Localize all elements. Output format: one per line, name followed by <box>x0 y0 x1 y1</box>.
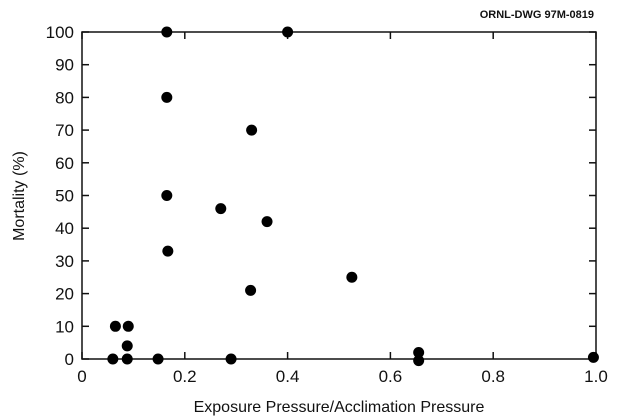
data-point <box>161 26 173 38</box>
data-points <box>107 26 599 367</box>
data-point <box>225 353 237 365</box>
data-point <box>107 353 119 365</box>
y-tick-label: 80 <box>55 88 74 107</box>
x-axis-title: Exposure Pressure/Acclimation Pressure <box>194 399 485 416</box>
x-tick-label: 0.4 <box>276 367 300 386</box>
data-point <box>587 351 599 363</box>
data-point <box>109 320 121 332</box>
y-axis: 0 10 20 30 40 50 60 70 80 90 100 <box>46 23 596 369</box>
y-axis-title: Mortality (%) <box>11 151 28 241</box>
data-point <box>161 190 173 201</box>
x-axis: 0 0.2 0.4 0.6 0.8 1.0 <box>77 32 608 386</box>
data-point <box>245 284 257 296</box>
y-tick-label: 0 <box>65 350 74 369</box>
data-point <box>261 216 273 228</box>
y-tick-label: 10 <box>55 317 74 336</box>
data-point <box>413 346 425 358</box>
data-point <box>246 124 258 136</box>
x-tick-label: 0.6 <box>379 367 403 386</box>
y-tick-label: 50 <box>55 187 74 206</box>
y-tick-label: 70 <box>55 121 74 140</box>
x-tick-label: 1.0 <box>584 367 608 386</box>
data-point <box>413 355 425 367</box>
x-tick-label: 0.8 <box>481 367 505 386</box>
data-point <box>162 245 174 257</box>
data-point <box>121 340 133 352</box>
plot-area-frame <box>81 31 597 360</box>
data-point <box>152 353 164 365</box>
data-point <box>161 91 173 103</box>
data-point <box>121 353 133 365</box>
y-tick-label: 20 <box>55 285 74 304</box>
x-tick-label: 0 <box>77 367 86 386</box>
data-point <box>346 271 358 283</box>
y-tick-label: 30 <box>55 252 74 271</box>
x-tick-label: 0.2 <box>173 367 197 386</box>
data-point <box>215 203 227 215</box>
y-tick-label: 100 <box>46 23 74 42</box>
data-point <box>282 26 294 38</box>
data-point <box>122 320 134 332</box>
y-tick-label: 40 <box>55 219 74 238</box>
y-tick-label: 60 <box>55 154 74 173</box>
figure-id-label: ORNL-DWG 97M-0819 <box>480 9 594 21</box>
y-tick-label: 90 <box>55 56 74 75</box>
